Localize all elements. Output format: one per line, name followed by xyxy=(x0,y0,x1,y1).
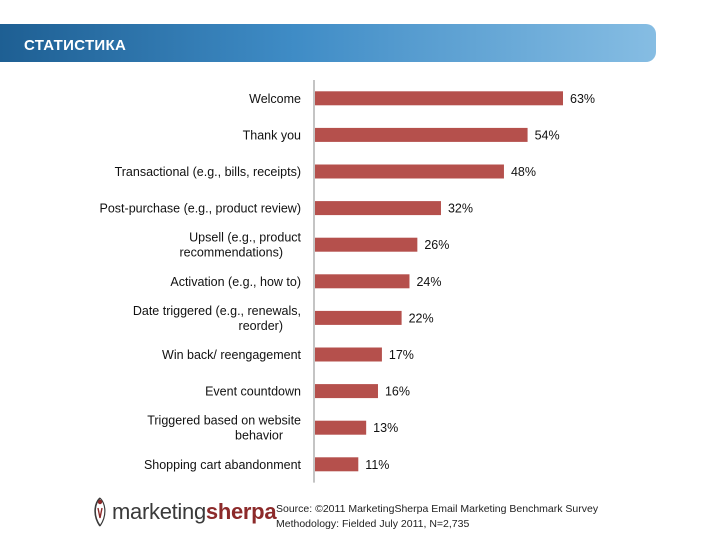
category-label-line: Thank you xyxy=(243,128,301,142)
data-label: 63% xyxy=(570,92,595,106)
category-label-line: Post-purchase (e.g., product review) xyxy=(100,202,301,216)
logo-text-sherpa: sherpa xyxy=(205,499,277,524)
category-label-line: Activation (e.g., how to) xyxy=(170,275,301,289)
source-note: Source: ©2011 MarketingSherpa Email Mark… xyxy=(276,502,598,532)
bar xyxy=(315,457,359,472)
category-label: Shopping cart abandonment xyxy=(144,458,302,472)
category-label-line: Shopping cart abandonment xyxy=(144,458,302,472)
category-label-line: Triggered based on website xyxy=(147,414,301,428)
category-label-line: Upsell (e.g., product xyxy=(189,231,301,245)
bar xyxy=(315,201,441,216)
category-label: Welcome xyxy=(249,92,301,106)
category-label-line: behavior xyxy=(235,429,283,443)
category-label-line: Win back/ reengagement xyxy=(162,348,301,362)
category-label-line: Date triggered (e.g., renewals, xyxy=(133,304,301,318)
marketingsherpa-logo: marketingsherpa xyxy=(90,494,277,530)
category-label-line: reorder) xyxy=(239,319,283,333)
data-label: 22% xyxy=(409,311,434,325)
category-label-line: Transactional (e.g., bills, receipts) xyxy=(115,165,301,179)
data-label: 32% xyxy=(448,202,473,216)
bar xyxy=(315,347,382,362)
bar xyxy=(315,384,378,399)
data-label: 17% xyxy=(389,348,414,362)
bar xyxy=(315,310,402,325)
category-label: Post-purchase (e.g., product review) xyxy=(100,202,301,216)
methodology-line: Methodology: Fielded July 2011, N=2,735 xyxy=(276,518,470,530)
category-label-line: recommendations) xyxy=(179,246,283,260)
category-label-line: Event countdown xyxy=(205,385,301,399)
data-label: 54% xyxy=(535,128,560,142)
bar xyxy=(315,420,367,435)
data-label: 11% xyxy=(365,458,389,472)
bar xyxy=(315,91,563,106)
data-label: 16% xyxy=(385,385,410,399)
category-label: Win back/ reengagement xyxy=(162,348,301,362)
category-label-line: Welcome xyxy=(249,92,301,106)
data-label: 24% xyxy=(416,275,441,289)
source-line: Source: ©2011 MarketingSherpa Email Mark… xyxy=(276,503,599,515)
bar xyxy=(315,164,504,179)
data-label: 26% xyxy=(424,238,449,252)
category-label: Activation (e.g., how to) xyxy=(170,275,301,289)
bar xyxy=(315,274,410,289)
bar xyxy=(315,237,418,252)
category-label: Upsell (e.g., product recommendations) xyxy=(179,231,301,260)
category-label: Date triggered (e.g., renewals, reorder) xyxy=(133,304,301,333)
title-bar: СТАТИСТИКА xyxy=(0,24,656,62)
climber-logo-icon xyxy=(90,496,110,528)
data-label: 48% xyxy=(511,165,536,179)
data-label: 13% xyxy=(373,421,398,435)
category-label: Thank you xyxy=(243,128,301,142)
logo-text-marketing: marketing xyxy=(112,499,206,524)
category-label: Transactional (e.g., bills, receipts) xyxy=(115,165,301,179)
bar xyxy=(315,127,528,142)
category-label: Triggered based on website behavior xyxy=(147,414,301,443)
category-label: Event countdown xyxy=(205,385,301,399)
page-title: СТАТИСТИКА xyxy=(24,37,127,54)
